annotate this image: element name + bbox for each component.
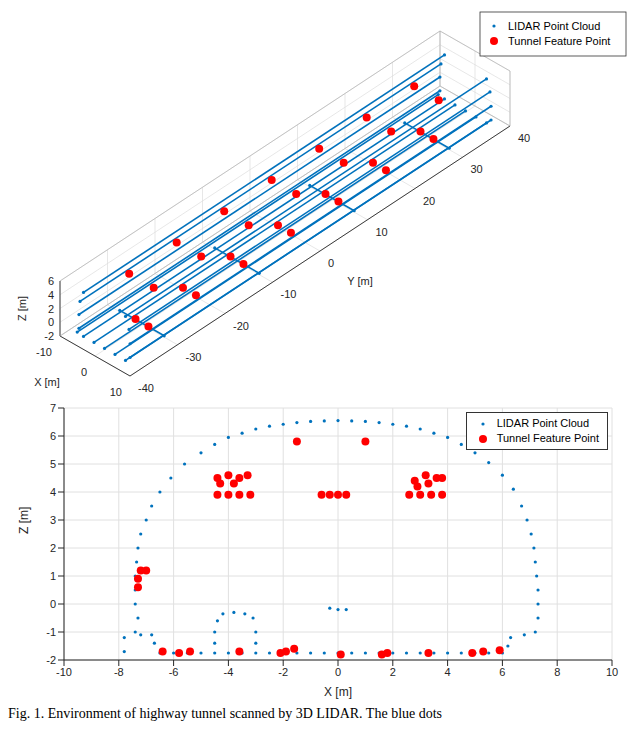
svg-text:Tunnel Feature Point: Tunnel Feature Point xyxy=(508,35,610,47)
svg-text:7: 7 xyxy=(50,402,56,414)
svg-text:2: 2 xyxy=(50,542,56,554)
svg-text:-1: -1 xyxy=(46,626,56,638)
svg-text:30: 30 xyxy=(471,163,483,175)
svg-text:-20: -20 xyxy=(233,320,249,332)
svg-text:4: 4 xyxy=(48,289,54,301)
svg-text:4: 4 xyxy=(445,666,451,678)
svg-text:4: 4 xyxy=(50,486,56,498)
svg-text:0: 0 xyxy=(50,598,56,610)
svg-text:LIDAR Point Cloud: LIDAR Point Cloud xyxy=(508,20,600,32)
svg-text:Y [m]: Y [m] xyxy=(347,275,372,287)
svg-text:8: 8 xyxy=(554,666,560,678)
svg-text:-10: -10 xyxy=(36,346,52,358)
svg-text:6: 6 xyxy=(499,666,505,678)
svg-text:20: 20 xyxy=(423,195,435,207)
svg-text:0: 0 xyxy=(335,666,341,678)
svg-text:0: 0 xyxy=(48,316,54,328)
svg-text:2: 2 xyxy=(48,303,54,315)
svg-text:-10: -10 xyxy=(281,288,297,300)
svg-text:Z [m]: Z [m] xyxy=(16,296,28,321)
svg-text:-40: -40 xyxy=(138,382,154,394)
html-text:LIDAR Point Cloud: LIDAR Point Cloud xyxy=(496,417,589,429)
svg-text:X [m]: X [m] xyxy=(34,376,60,388)
svg-text:10: 10 xyxy=(376,226,388,238)
svg-text:-2: -2 xyxy=(46,654,56,666)
svg-text:40: 40 xyxy=(518,132,530,144)
svg-text:-2: -2 xyxy=(278,666,288,678)
svg-text:0: 0 xyxy=(328,257,334,269)
html-text:Tunnel Feature Point: Tunnel Feature Point xyxy=(496,432,599,444)
svg-text:Z [m]: Z [m] xyxy=(17,507,31,534)
svg-text:1: 1 xyxy=(50,570,56,582)
html-text:Fig. 1. Environment of highway: Fig. 1. Environment of highway tunnel sc… xyxy=(8,706,443,721)
svg-text:10: 10 xyxy=(110,386,122,398)
svg-text:6: 6 xyxy=(50,430,56,442)
svg-text:-10: -10 xyxy=(56,666,72,678)
svg-text:10: 10 xyxy=(606,666,618,678)
svg-text:-30: -30 xyxy=(186,351,202,363)
svg-text:5: 5 xyxy=(50,458,56,470)
svg-text:-6: -6 xyxy=(169,666,179,678)
svg-text:X [m]: X [m] xyxy=(324,685,352,699)
svg-text:-4: -4 xyxy=(224,666,234,678)
svg-text:2: 2 xyxy=(390,666,396,678)
svg-text:3: 3 xyxy=(50,514,56,526)
svg-text:-8: -8 xyxy=(114,666,124,678)
svg-text:-2: -2 xyxy=(44,330,54,342)
svg-text:0: 0 xyxy=(81,366,87,378)
svg-text:6: 6 xyxy=(48,275,54,287)
